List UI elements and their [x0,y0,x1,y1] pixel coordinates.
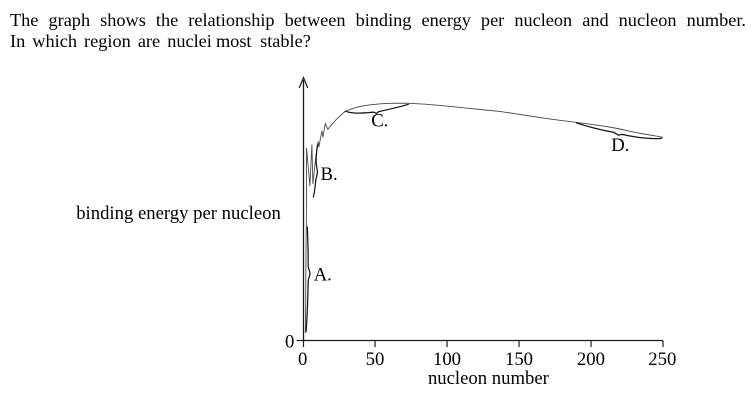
svg-text:nucleon number: nucleon number [428,368,550,389]
svg-text:200: 200 [577,349,605,370]
svg-text:150: 150 [505,349,533,370]
svg-text:250: 250 [648,349,676,370]
svg-text:100: 100 [433,349,461,370]
svg-text:A.: A. [314,265,332,286]
svg-text:B.: B. [321,164,338,185]
svg-text:D.: D. [611,135,629,156]
svg-text:binding energy per nucleon: binding energy per nucleon [76,203,281,224]
svg-text:0: 0 [285,331,294,352]
svg-text:50: 50 [366,349,385,370]
svg-text:0: 0 [298,349,307,370]
svg-text:C.: C. [371,111,388,132]
